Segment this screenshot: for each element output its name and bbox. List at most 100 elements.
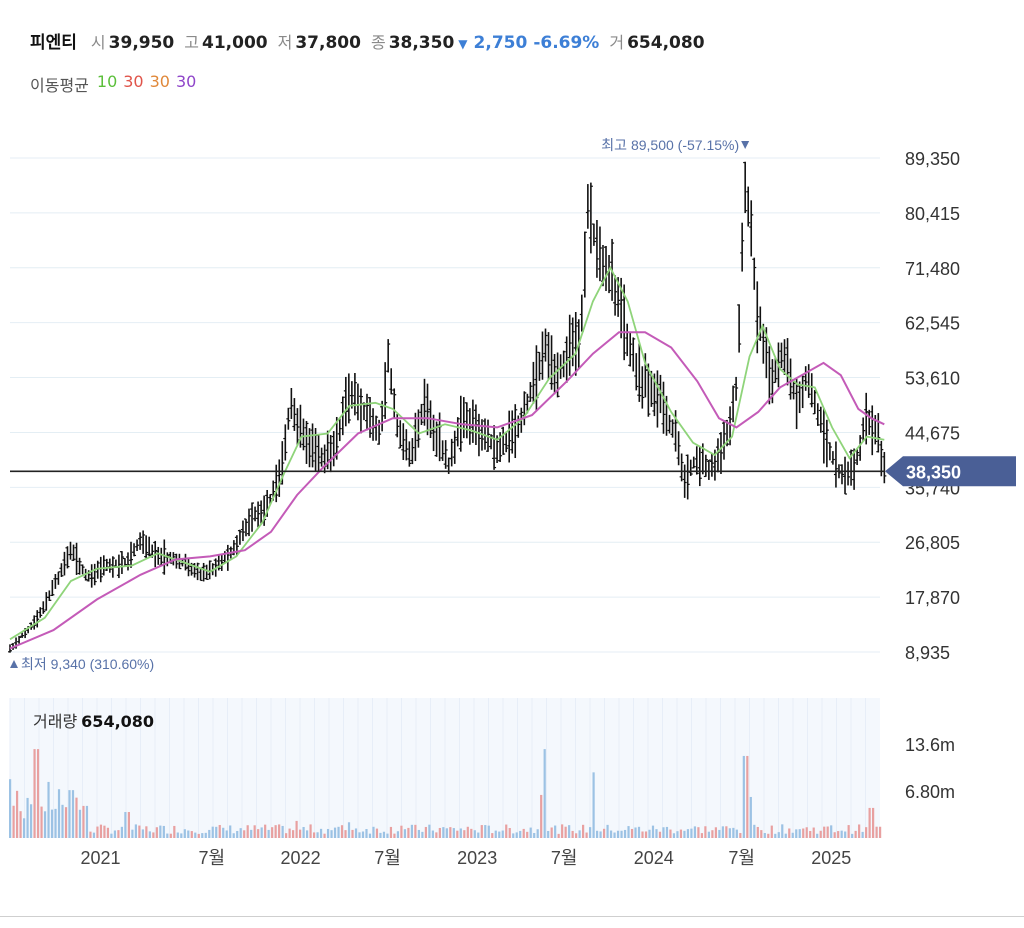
volume-bar [847, 825, 850, 838]
volume-bar [204, 832, 207, 838]
volume-bar [826, 826, 829, 838]
price-tick-label: 26,805 [905, 533, 960, 553]
volume-bar [561, 824, 564, 838]
volume-bar [75, 797, 78, 838]
volume-bar [309, 824, 312, 838]
volume-bar [749, 796, 752, 838]
moving-average-legend[interactable]: 이동평균 10 30 30 30 [30, 72, 196, 96]
volume-bar [753, 824, 756, 838]
volume-bar [487, 825, 490, 838]
volume-bar [704, 826, 707, 838]
volume-bar [400, 825, 403, 838]
volume-bar [330, 830, 333, 838]
volume-bar [861, 831, 864, 838]
volume-bar [830, 825, 833, 838]
volume-bar [229, 825, 232, 838]
volume-bar [683, 830, 686, 838]
volume-bar [89, 831, 92, 838]
volume-bar [264, 824, 267, 838]
volume-bar [788, 828, 791, 838]
volume-bar [672, 833, 676, 838]
current-price-tag [885, 456, 1016, 487]
volume-bar [152, 832, 155, 838]
volume-bar [236, 830, 239, 838]
volume-bar [208, 829, 211, 838]
volume-bar [278, 824, 281, 838]
volume-bar [707, 831, 710, 838]
volume-bar [15, 790, 19, 838]
volume-bar [452, 828, 455, 838]
volume-bar [372, 826, 375, 838]
volume-bar [791, 832, 794, 838]
volume-bar [473, 830, 476, 838]
volume-bar [536, 829, 539, 838]
ma-legend-item-10[interactable]: 10 [96, 72, 118, 91]
volume-bar [816, 833, 819, 838]
volume-bar [365, 829, 368, 838]
volume-tick-label: 6.80m [905, 782, 955, 802]
time-axis-label: 2023 [457, 848, 497, 868]
volume-bar [735, 829, 738, 838]
volume-bar [662, 827, 665, 838]
volume-bar [361, 831, 365, 838]
volume-bar [851, 833, 854, 838]
volume-bar [438, 827, 441, 838]
volume-bar [33, 749, 36, 838]
high-label: 고 [184, 33, 199, 52]
volume-bar [795, 829, 798, 838]
time-axis-label: 7월 [551, 848, 578, 868]
ma-legend-item-30-red[interactable]: 30 [123, 72, 144, 91]
volume-bar [442, 827, 445, 838]
change-value: 2,750 [473, 33, 528, 53]
volume-bar [379, 832, 382, 838]
ma-legend-item-30-purple[interactable]: 30 [175, 72, 197, 91]
volume-bar [819, 830, 822, 838]
volume-bar [456, 830, 459, 838]
volume-bar [340, 825, 344, 838]
stock-name: 피엔티 [30, 33, 77, 53]
volume-bar [85, 805, 89, 838]
time-axis-label: 2025 [811, 848, 851, 868]
volume-label: 거 [609, 33, 625, 52]
volume-bar [589, 827, 592, 838]
volume-bar [12, 805, 15, 838]
volume-bar [875, 826, 878, 838]
volume-bar [781, 824, 784, 838]
down-triangle-icon: ▼ [458, 37, 468, 51]
volume-bar [484, 825, 487, 838]
volume-bar [837, 831, 840, 838]
volume-bar [260, 827, 263, 838]
volume-bar [382, 831, 386, 838]
volume-bar [498, 831, 501, 838]
volume-value: 654,080 [627, 33, 705, 53]
volume-bar [326, 828, 330, 838]
volume-bar [127, 812, 130, 838]
volume-bar [774, 833, 777, 838]
volume-bar [809, 830, 812, 838]
volume-bar [508, 828, 511, 838]
volume-bar [271, 827, 274, 838]
volume-bar [568, 825, 571, 838]
volume-bar [784, 833, 787, 838]
volume-bar [543, 749, 546, 838]
volume-bar [358, 832, 361, 838]
volume-bar [103, 825, 106, 838]
volume-bar [501, 830, 504, 838]
price-tick-label: 89,350 [905, 149, 960, 169]
quote-header: 피엔티 시 39,950 고 41,000 저 37,800 종 38,350 … [30, 28, 715, 54]
volume-bar [571, 830, 574, 838]
volume-bar [711, 830, 714, 838]
volume-bar [19, 811, 22, 838]
volume-bar [714, 827, 717, 838]
current-price-label: 38,350 [906, 462, 961, 482]
volume-bar [609, 830, 613, 838]
volume-bar [641, 831, 644, 838]
volume-bar [138, 825, 141, 838]
volume-bar [169, 833, 172, 838]
volume-bar [879, 826, 882, 838]
volume-bar [201, 833, 204, 838]
volume-bar [302, 826, 305, 838]
ma-legend-item-30-orange[interactable]: 30 [149, 72, 170, 91]
volume-bar [732, 827, 735, 838]
